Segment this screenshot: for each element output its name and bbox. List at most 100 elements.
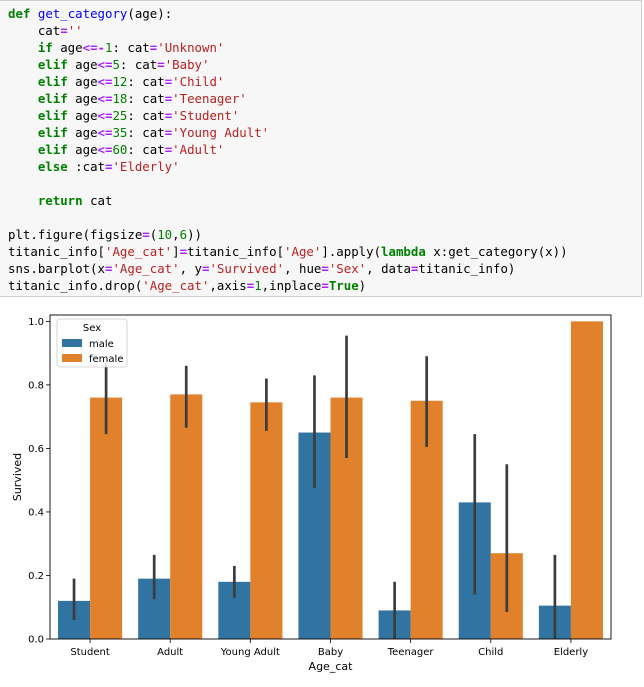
code-token: 25 [112, 108, 128, 123]
code-token: 18 [112, 91, 128, 106]
code-line: else :cat='Elderly' [8, 158, 568, 175]
code-line: elif age<=5: cat='Baby' [8, 56, 568, 73]
code-line: titanic_info.drop('Age_cat',axis=1,inpla… [8, 277, 568, 294]
code-token: age [52, 40, 83, 55]
code-token: 'Elderly' [112, 159, 180, 174]
code-token: <= [97, 57, 113, 72]
code-token: : cat [127, 91, 165, 106]
code-token: = [164, 125, 173, 140]
x-tick-label: Teenager [387, 647, 435, 658]
code-token: cat [8, 23, 61, 38]
code-token: : cat [127, 125, 165, 140]
code-token: : cat [127, 108, 165, 123]
code-token: else [37, 159, 68, 174]
code-line: cat='' [8, 22, 568, 39]
code-token: ,axis [209, 278, 247, 293]
code-token: titanic_info) [418, 261, 516, 276]
code-cell[interactable]: def get_category(age): cat='' if age<=-1… [0, 0, 642, 297]
code-token: = [164, 142, 173, 157]
bar-female-elderly [570, 321, 603, 639]
code-token: age [67, 91, 98, 106]
code-token: 'Age_cat' [142, 278, 210, 293]
code-line: elif age<=60: cat='Adult' [8, 141, 568, 158]
code-token [8, 159, 38, 174]
x-tick-label: Elderly [554, 647, 588, 658]
code-token: ( [149, 227, 158, 242]
code-token: ] [172, 244, 180, 259]
code-token: plt.figure(figsize [8, 227, 143, 242]
code-token: : cat [112, 40, 150, 55]
code-token [8, 91, 38, 106]
code-token: :cat [67, 159, 105, 174]
code-token [8, 193, 38, 208]
x-tick-label: Young Adult [220, 647, 280, 658]
code-token: 'Teenager' [172, 91, 247, 106]
code-token: <= [97, 142, 113, 157]
code-token: def [8, 6, 31, 21]
bar-female-young-adult [250, 402, 283, 639]
legend-title: Sex [83, 323, 101, 334]
code-token: x:get_category(x)) [425, 244, 568, 259]
code-token: 'Age_cat' [104, 244, 173, 259]
code-token: , [172, 227, 180, 242]
code-token [8, 40, 38, 55]
code-token: 1 [254, 278, 262, 293]
code-token [30, 6, 37, 21]
code-token: ].apply( [321, 244, 382, 259]
code-token: = [164, 74, 173, 89]
code-token: 12 [112, 74, 128, 89]
code-token: 'Age' [284, 244, 322, 259]
y-axis-label: Survived [11, 453, 24, 501]
code-token: lambda [381, 244, 426, 259]
code-token: = [104, 261, 113, 276]
y-tick-label: 0.4 [28, 507, 44, 518]
legend-swatch-female [62, 354, 82, 362]
code-token: = [410, 261, 419, 276]
code-token: '' [67, 23, 83, 38]
legend-label-male: male [89, 339, 114, 350]
code-token: = [149, 40, 158, 55]
code-token: = [164, 91, 173, 106]
code-token: = [142, 227, 150, 242]
code-token: elif [37, 74, 68, 89]
code-line: elif age<=35: cat='Young Adult' [8, 124, 568, 141]
code-token: True [328, 278, 359, 293]
code-token: elif [37, 91, 68, 106]
code-token: 'Baby' [164, 57, 210, 72]
code-token: = [164, 108, 173, 123]
code-token: <= [97, 125, 113, 140]
code-token: = [321, 261, 329, 276]
code-token: 'Age_cat' [112, 261, 180, 276]
code-token [8, 142, 38, 157]
code-token: 'Survived' [209, 261, 285, 276]
code-line: elif age<=18: cat='Teenager' [8, 90, 568, 107]
code-line [8, 209, 568, 226]
code-token: : cat [127, 74, 165, 89]
code-editor[interactable]: def get_category(age): cat='' if age<=-1… [8, 5, 568, 294]
code-token: = [179, 244, 188, 259]
legend-label-female: female [89, 354, 123, 365]
code-token: = [201, 261, 210, 276]
code-token: elif [37, 125, 68, 140]
code-token: titanic_info[ [8, 244, 105, 259]
code-token: age [67, 125, 98, 140]
code-token: 35 [112, 125, 128, 140]
code-token: 'Unknown' [157, 40, 225, 55]
bar-female-student [90, 397, 123, 639]
code-token: sns.barplot(x [8, 261, 105, 276]
x-axis-label: Age_cat [309, 660, 354, 673]
code-token: ,inplace [261, 278, 322, 293]
code-token: = [321, 278, 329, 293]
y-tick-label: 0.2 [28, 571, 44, 582]
code-line: if age<=-1: cat='Unknown' [8, 39, 568, 56]
code-token: age [67, 108, 98, 123]
code-token: = [157, 57, 165, 72]
code-token: elif [37, 142, 68, 157]
code-token: = [246, 278, 255, 293]
code-token: 'Adult' [172, 142, 225, 157]
code-token: 'Young Adult' [172, 125, 270, 140]
legend: Sex male female [56, 318, 128, 368]
code-token [8, 108, 38, 123]
code-token: <=- [82, 40, 105, 55]
code-token: elif [37, 57, 68, 72]
